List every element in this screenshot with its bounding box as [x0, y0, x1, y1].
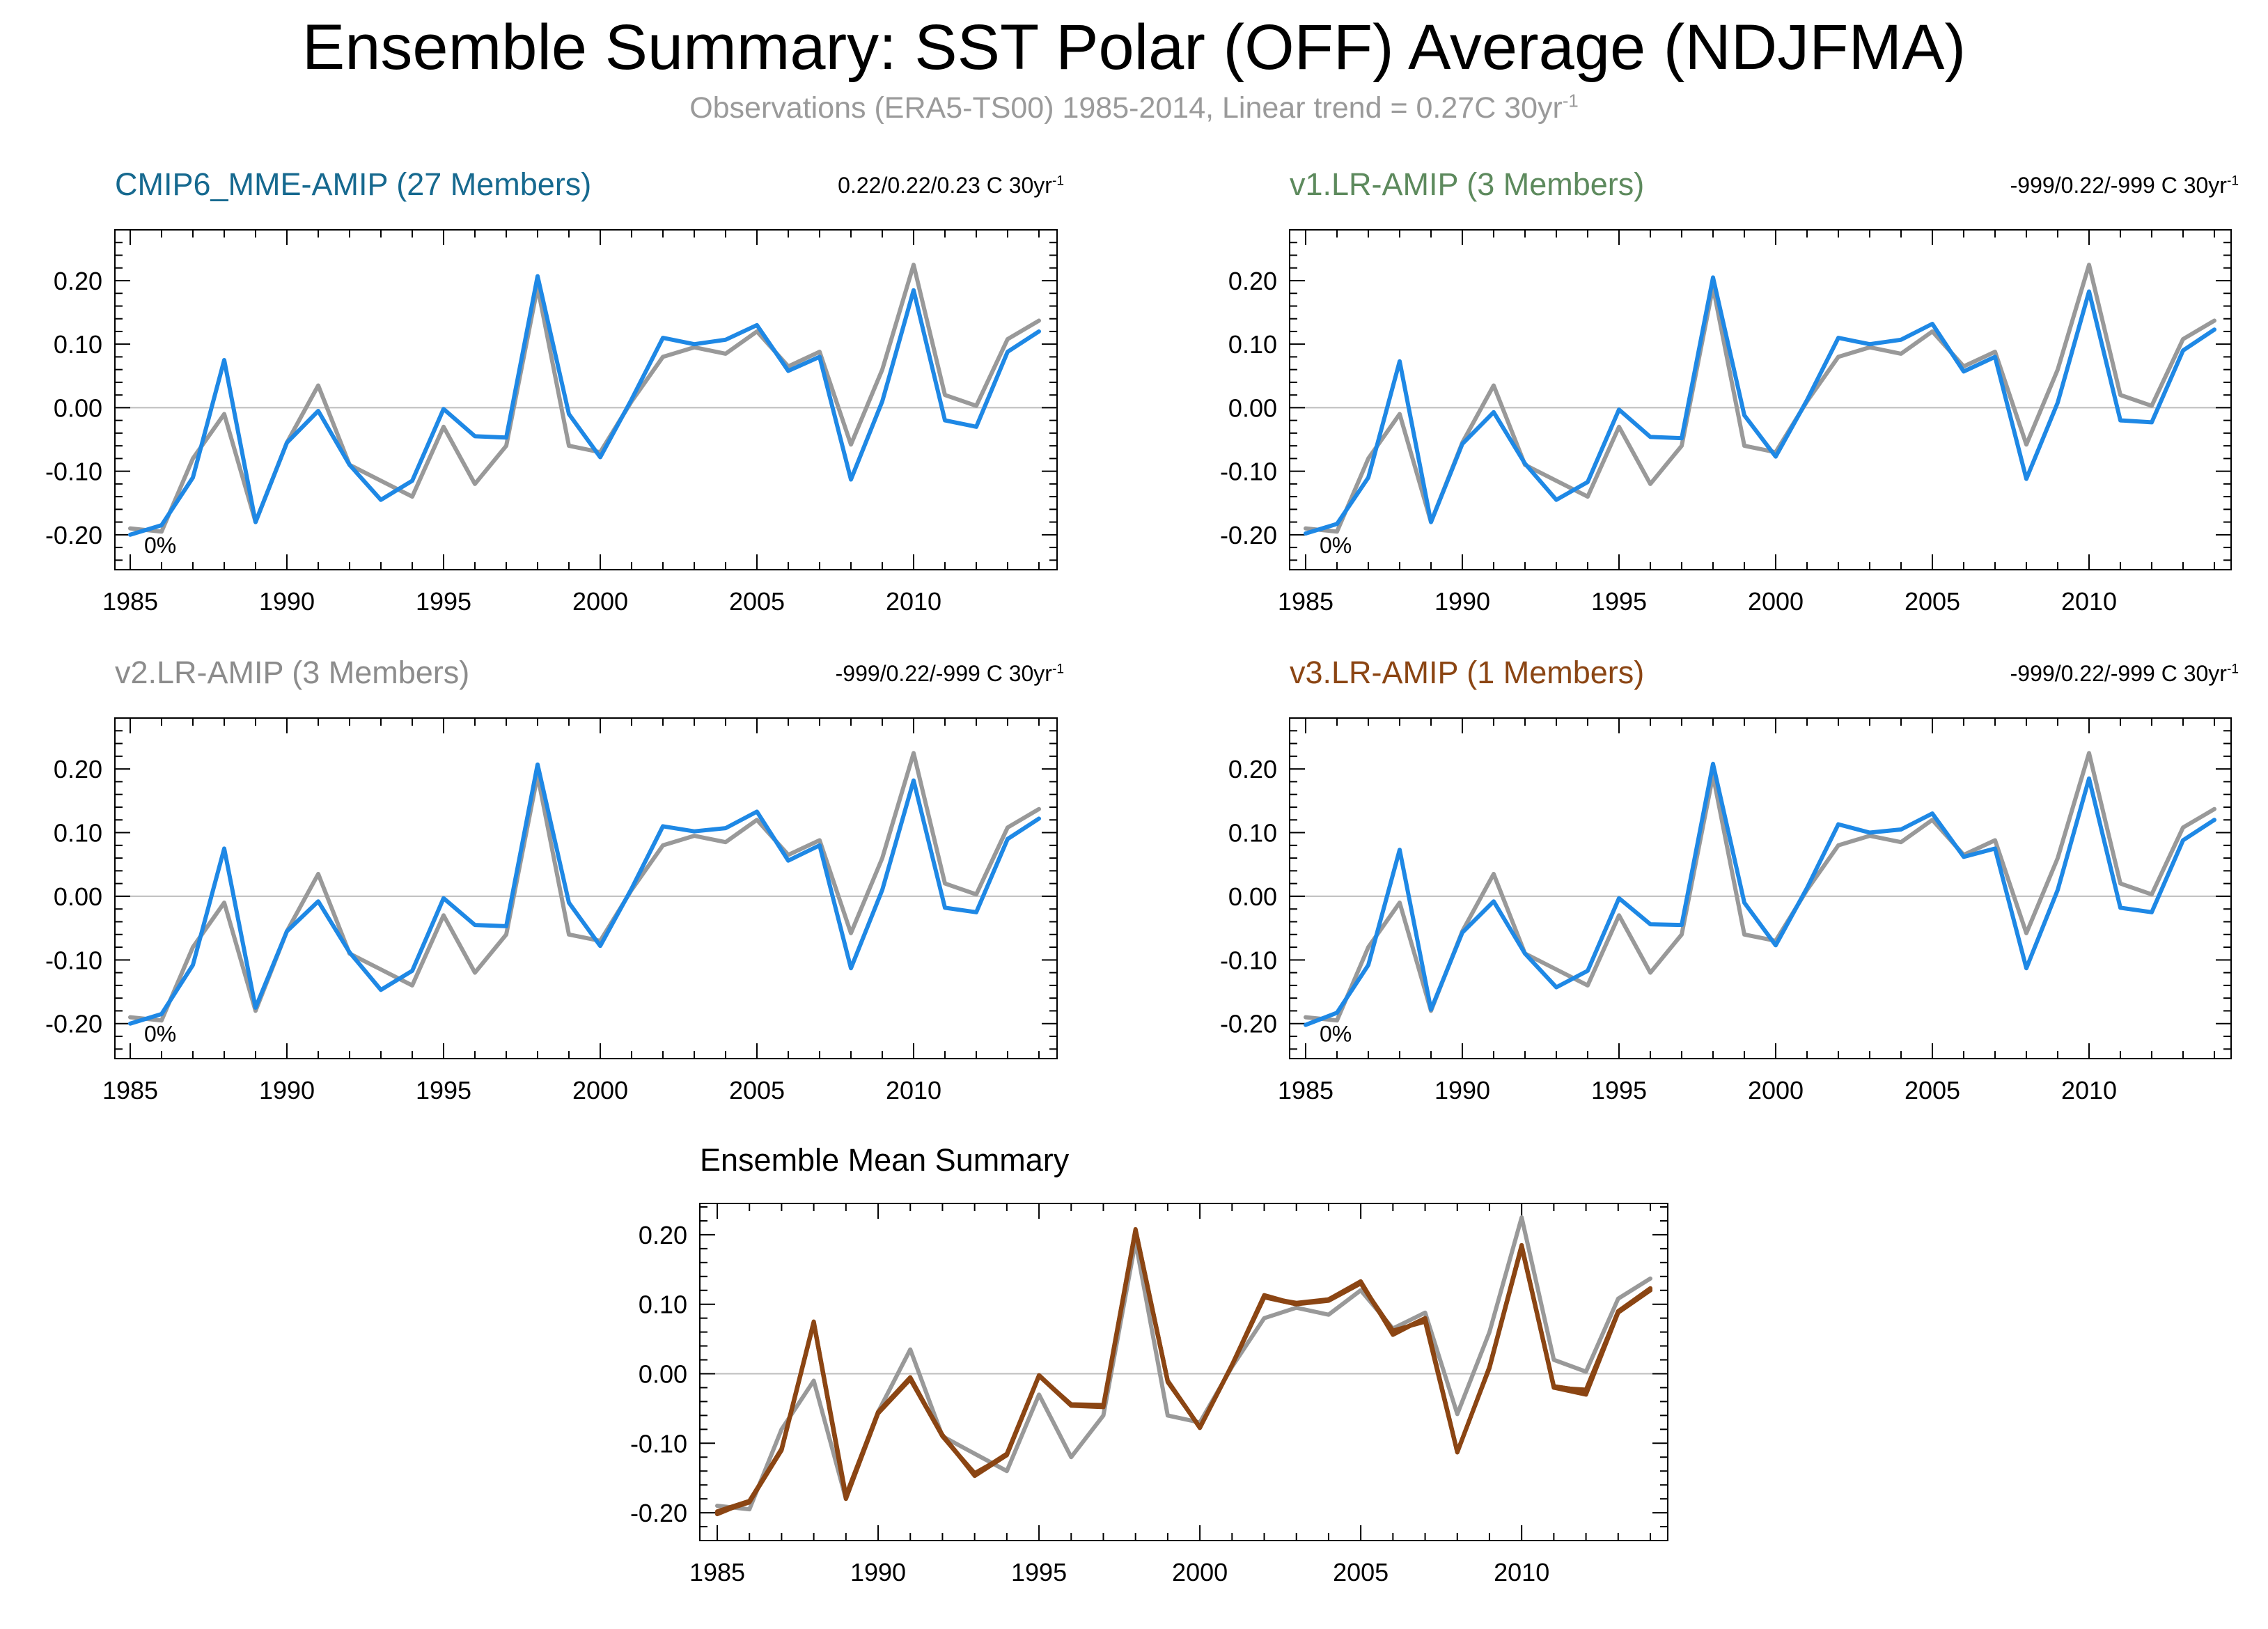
- x-tick-label: 1990: [850, 1558, 906, 1587]
- x-tick-label: 1995: [416, 1076, 471, 1105]
- trend-note-text: -999/0.22/-999 C 30yr: [2010, 661, 2227, 686]
- y-tick-label: -0.20: [1220, 1010, 1277, 1038]
- trend-note-superscript: -1: [2226, 173, 2239, 189]
- y-tick-label: -0.10: [45, 458, 102, 486]
- x-tick-label: 1985: [1278, 587, 1334, 616]
- x-tick-label: 2000: [572, 587, 628, 616]
- y-tick-label: -0.10: [45, 946, 102, 974]
- percent-label: 0%: [1320, 533, 1352, 558]
- trend-note-superscript: -1: [1051, 662, 1064, 677]
- panel-title-cmip6-mme: CMIP6_MME-AMIP (27 Members): [115, 166, 592, 202]
- y-tick-label: -0.10: [630, 1429, 687, 1458]
- y-tick-label: -0.10: [1220, 946, 1277, 974]
- x-tick-label: 2005: [1905, 1076, 1960, 1105]
- x-tick-label: 2010: [2061, 587, 2117, 616]
- model-line: [128, 274, 1041, 537]
- x-tick-label: 2010: [2061, 1076, 2117, 1105]
- subtitle-text: Observations (ERA5-TS00) 1985-2014, Line…: [689, 91, 1563, 125]
- trend-note-text: 0.22/0.22/0.23 C 30yr: [838, 173, 1052, 198]
- trend-note-v3: -999/0.22/-999 C 30yr-1: [2010, 662, 2239, 685]
- percent-label: 0%: [144, 533, 176, 558]
- y-tick-label: -0.20: [630, 1499, 687, 1527]
- plot-frame: [1289, 717, 2232, 1059]
- y-tick-label: 0.10: [1228, 819, 1277, 848]
- x-tick-label: 1985: [1278, 1076, 1334, 1105]
- x-tick-label: 1985: [102, 587, 158, 616]
- panel-title-ensemble-mean: Ensemble Mean Summary: [700, 1142, 1070, 1178]
- trend-note-superscript: -1: [1051, 173, 1064, 189]
- plot-frame: [699, 1203, 1668, 1541]
- percent-label: 0%: [144, 1022, 176, 1047]
- x-tick-label: 1990: [1434, 1076, 1490, 1105]
- plot-panel-0: 1985 1990 1995 2000 2005 2010 -0.20 -0.10 0.00 0.…: [45, 229, 1058, 616]
- page-title: Ensemble Summary: SST Polar (OFF) Averag…: [302, 12, 1966, 83]
- x-tick-label: 1990: [259, 1076, 315, 1105]
- y-tick-label: 0.20: [54, 755, 102, 784]
- y-tick-label: 0.20: [1228, 755, 1277, 784]
- y-tick-label: 0.00: [54, 393, 102, 422]
- percent-label: 0%: [1320, 1022, 1352, 1047]
- trend-note-v1: -999/0.22/-999 C 30yr-1: [2010, 174, 2239, 196]
- x-tick-label: 2010: [886, 1076, 941, 1105]
- x-tick-label: 1995: [416, 587, 471, 616]
- trend-note-superscript: -1: [2226, 662, 2239, 677]
- x-tick-label: 2010: [886, 587, 941, 616]
- y-tick-label: 0.20: [54, 267, 102, 295]
- page-subtitle: Observations (ERA5-TS00) 1985-2014, Line…: [0, 93, 2268, 123]
- y-tick-label: 0.10: [1228, 330, 1277, 359]
- model-line: [1304, 275, 2216, 536]
- x-tick-label: 1995: [1591, 1076, 1647, 1105]
- x-tick-label: 2000: [572, 1076, 628, 1105]
- plot-panel-3: 1985 1990 1995 2000 2005 2010 -0.20 -0.10 0.00 0.…: [1220, 717, 2232, 1105]
- x-tick-label: 2005: [1333, 1558, 1389, 1587]
- model-line: [1304, 761, 2216, 1027]
- x-tick-label: 1990: [1434, 587, 1490, 616]
- plot-frame: [114, 229, 1058, 570]
- y-tick-label: 0.20: [1228, 267, 1277, 295]
- y-tick-label: -0.20: [45, 521, 102, 550]
- x-tick-label: 1995: [1591, 587, 1647, 616]
- y-tick-label: 0.00: [1228, 882, 1277, 911]
- x-tick-label: 1985: [689, 1558, 745, 1587]
- y-tick-label: -0.10: [1220, 458, 1277, 486]
- panel-title-v2: v2.LR-AMIP (3 Members): [115, 655, 470, 690]
- trend-note-cmip6-mme: 0.22/0.22/0.23 C 30yr-1: [838, 174, 1064, 196]
- panel-title-v1: v1.LR-AMIP (3 Members): [1290, 166, 1645, 202]
- y-tick-label: 0.20: [639, 1221, 687, 1249]
- x-tick-label: 2000: [1748, 587, 1804, 616]
- x-tick-label: 2005: [729, 587, 785, 616]
- plot-panel-4: 1985 1990 1995 2000 2005 2010 -0.20 -0.10 0.00 0.…: [630, 1203, 1668, 1587]
- y-tick-label: 0.00: [54, 882, 102, 911]
- x-tick-label: 2000: [1748, 1076, 1804, 1105]
- y-tick-label: -0.20: [1220, 521, 1277, 550]
- plot-frame: [1289, 229, 2232, 570]
- y-tick-label: 0.10: [54, 330, 102, 359]
- x-tick-label: 2005: [1905, 587, 1960, 616]
- plot-frame: [114, 717, 1058, 1059]
- x-tick-label: 1985: [102, 1076, 158, 1105]
- trend-note-v2: -999/0.22/-999 C 30yr-1: [836, 662, 1064, 685]
- model-line: [128, 762, 1041, 1026]
- y-tick-label: 0.00: [639, 1359, 687, 1388]
- x-tick-label: 2000: [1172, 1558, 1228, 1587]
- ensemble-member-line-4: [715, 1226, 1652, 1517]
- trend-note-text: -999/0.22/-999 C 30yr: [835, 661, 1052, 686]
- subtitle-superscript: -1: [1562, 91, 1579, 111]
- plot-panel-2: 1985 1990 1995 2000 2005 2010 -0.20 -0.10 0.00 0.…: [45, 717, 1058, 1105]
- y-tick-label: 0.10: [639, 1291, 687, 1319]
- y-tick-label: 0.10: [54, 819, 102, 848]
- x-tick-label: 2010: [1494, 1558, 1549, 1587]
- trend-note-text: -999/0.22/-999 C 30yr: [2010, 173, 2227, 198]
- y-tick-label: -0.20: [45, 1010, 102, 1038]
- plot-panel-1: 1985 1990 1995 2000 2005 2010 -0.20 -0.10 0.00 0.…: [1220, 229, 2232, 616]
- y-tick-label: 0.00: [1228, 393, 1277, 422]
- x-tick-label: 1995: [1011, 1558, 1067, 1587]
- x-tick-label: 2005: [729, 1076, 785, 1105]
- panel-title-v3: v3.LR-AMIP (1 Members): [1290, 655, 1645, 690]
- x-tick-label: 1990: [259, 587, 315, 616]
